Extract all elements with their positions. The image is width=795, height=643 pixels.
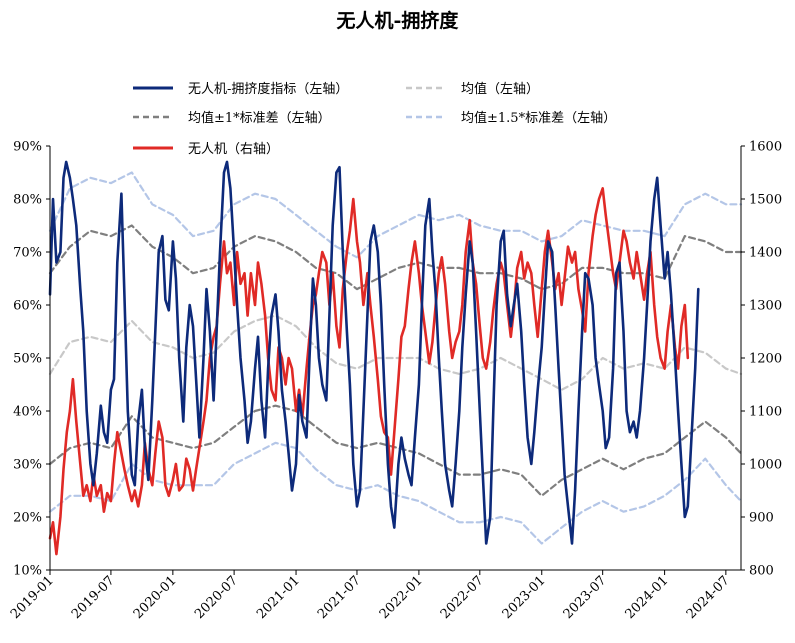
x-tick-label: 2024-07 bbox=[684, 573, 733, 622]
right-tick-label: 900 bbox=[749, 511, 774, 526]
legend-label-sd1: 均值±1*标准差（左轴） bbox=[188, 110, 331, 126]
series-price bbox=[48, 187, 690, 556]
legend-label-sd15: 均值±1.5*标准差（左轴） bbox=[461, 110, 616, 126]
right-tick-label: 1600 bbox=[749, 140, 782, 155]
chart-axes: 10% 20% 30% 40% 50% 60% 70% 80% 90% 800 900 1000 110… bbox=[8, 140, 782, 623]
x-tick-label: 2022-07 bbox=[438, 573, 487, 622]
x-tick-label: 2020-07 bbox=[192, 573, 241, 622]
x-tick-label: 2021-07 bbox=[315, 573, 364, 622]
left-tick-label: 30% bbox=[13, 458, 42, 473]
right-tick-label: 1300 bbox=[749, 299, 782, 314]
left-tick-label: 40% bbox=[13, 405, 42, 420]
left-tick-label: 80% bbox=[13, 193, 42, 208]
right-tick-label: 1000 bbox=[749, 458, 782, 473]
legend-label-price: 无人机（右轴） bbox=[188, 142, 279, 157]
x-tick-label: 2024-01 bbox=[623, 573, 672, 622]
x-tick-label: 2020-01 bbox=[131, 573, 180, 622]
left-tick-label: 90% bbox=[13, 140, 42, 155]
right-tick-label: 1400 bbox=[749, 246, 782, 261]
legend-label-index: 无人机-拥挤度指标（左轴） bbox=[188, 81, 348, 97]
legend-label-mean: 均值（左轴） bbox=[461, 81, 539, 97]
x-tick-label: 2021-01 bbox=[254, 573, 303, 622]
chart-lines bbox=[48, 160, 743, 556]
series-mean bbox=[48, 314, 743, 391]
left-tick-label: 70% bbox=[13, 246, 42, 261]
x-tick-label: 2022-01 bbox=[377, 573, 426, 622]
x-tick-label: 2019-07 bbox=[69, 573, 118, 622]
left-tick-label: 20% bbox=[13, 511, 42, 526]
right-tick-label: 1200 bbox=[749, 352, 782, 367]
left-tick-label: 60% bbox=[13, 299, 42, 314]
right-tick-label: 1500 bbox=[749, 193, 782, 208]
left-tick-label: 10% bbox=[13, 564, 42, 579]
series-sd1-upper bbox=[48, 224, 743, 291]
left-tick-label: 50% bbox=[13, 352, 42, 367]
chart-legend: 无人机-拥挤度指标（左轴） 均值（左轴） 均值±1*标准差（左轴） 均值±1.5*标准… bbox=[133, 81, 616, 157]
right-tick-label: 1100 bbox=[749, 405, 782, 420]
x-tick-label: 2023-01 bbox=[500, 573, 549, 622]
chart-title: 无人机-拥挤度 bbox=[336, 10, 459, 32]
right-tick-label: 800 bbox=[749, 564, 774, 579]
series-index bbox=[48, 160, 700, 545]
x-tick-label: 2019-01 bbox=[8, 573, 57, 622]
series-sd15-upper bbox=[48, 171, 743, 259]
series-sd1-lower bbox=[48, 404, 743, 497]
x-tick-label: 2023-07 bbox=[561, 573, 610, 622]
